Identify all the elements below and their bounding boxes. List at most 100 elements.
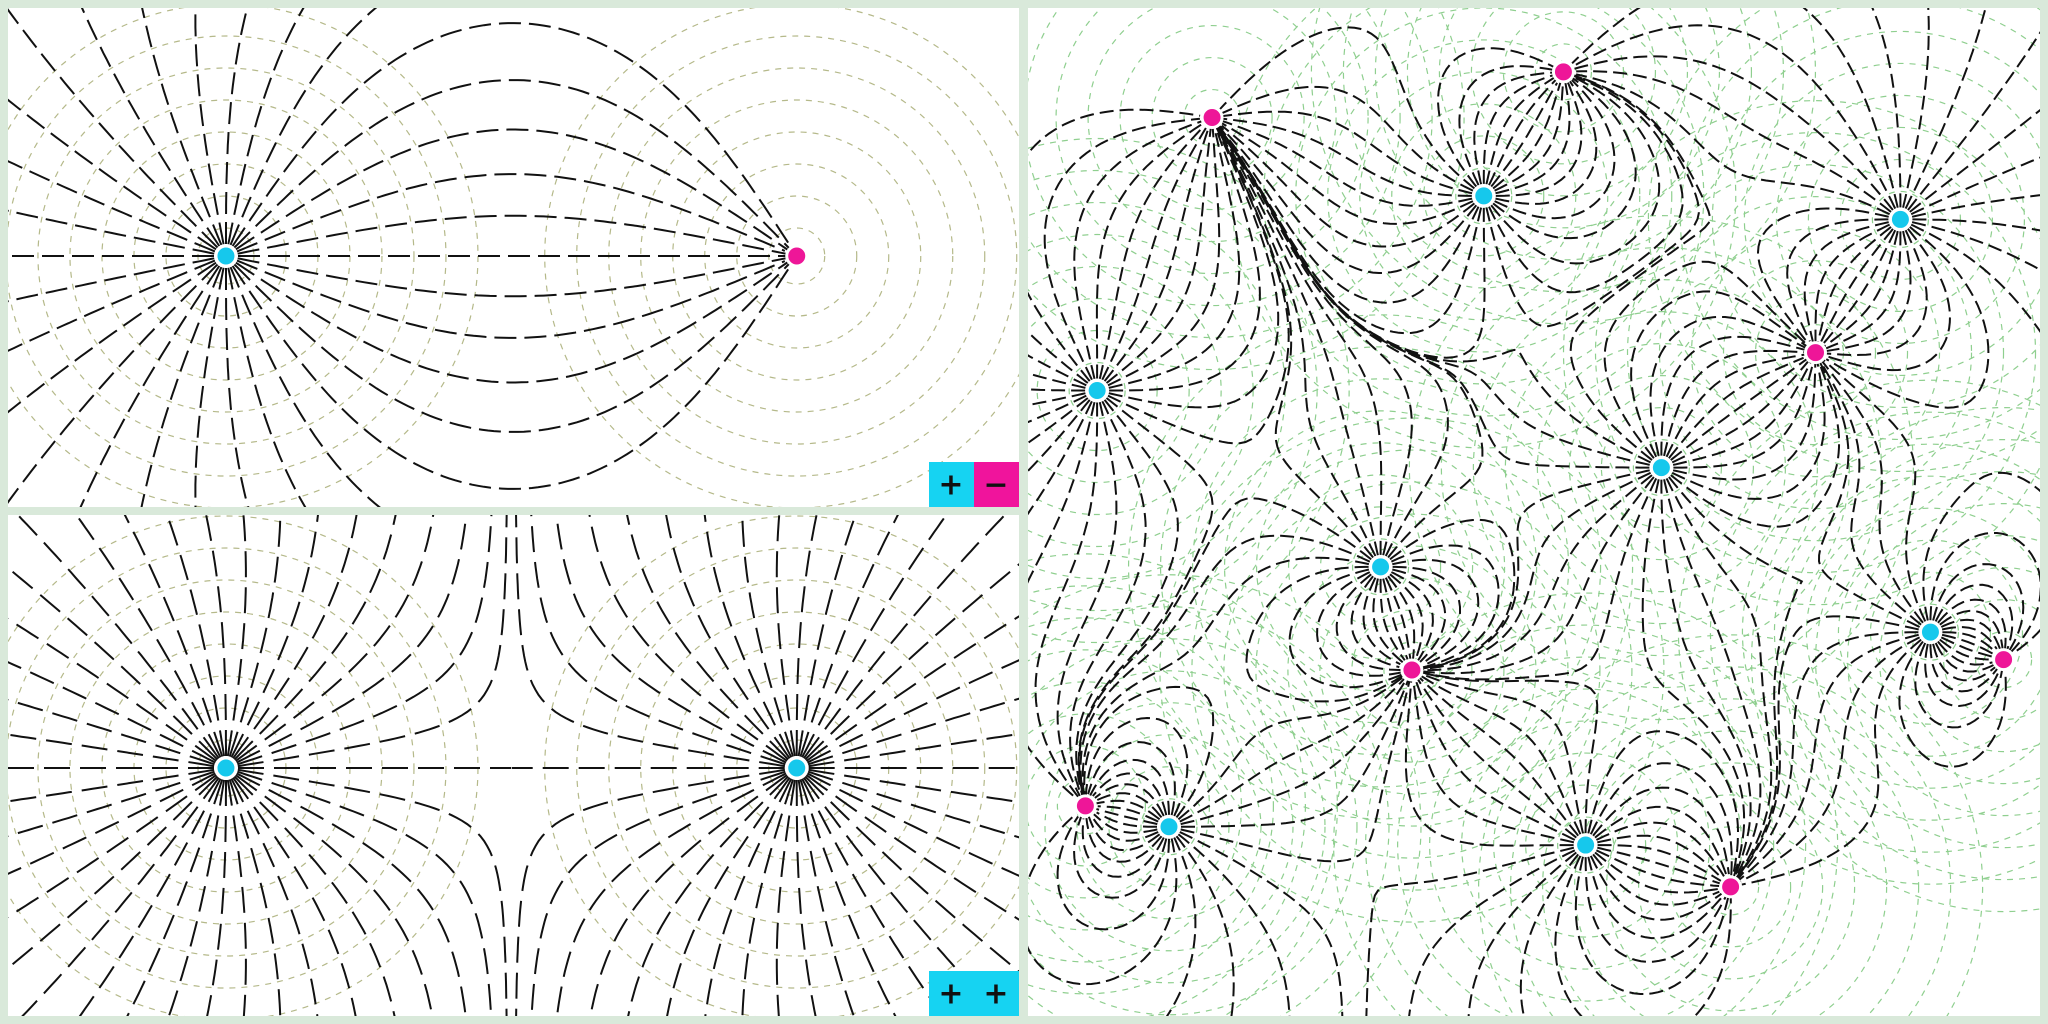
field-line: [1028, 397, 1089, 445]
field-line: [1217, 127, 1379, 556]
field-line: [1494, 79, 1616, 220]
field-line: [1587, 730, 1740, 879]
field-line: [1822, 230, 1912, 353]
field-line: [1814, 223, 1891, 343]
dipole-field: [8, 8, 1019, 507]
panel-dipole: [8, 8, 1019, 507]
field-line: [1179, 678, 1405, 823]
equipotential: [1151, 56, 1273, 179]
field-line: [1408, 849, 1576, 1016]
equipotential: [1773, 475, 2040, 789]
field-line: [233, 515, 397, 761]
field-line: [8, 257, 215, 303]
positive-charge: [1918, 620, 1942, 644]
field-line: [1575, 73, 1891, 216]
field-line: [1820, 359, 1924, 624]
field-line: [1670, 360, 1841, 528]
positive-charge: [214, 756, 238, 780]
negative-button[interactable]: [974, 462, 1019, 507]
field-line: [8, 259, 216, 352]
positive-button[interactable]: [929, 462, 974, 507]
field-line: [1096, 811, 1157, 828]
equipotential: [1255, 442, 1506, 692]
field-line: [588, 515, 788, 762]
negative-charge: [1804, 341, 1828, 365]
field-line: [228, 779, 282, 1016]
field-line: [1673, 359, 1815, 469]
equipotential: [1568, 374, 1754, 561]
field-line: [1105, 125, 1213, 384]
field-line: [227, 267, 307, 507]
equipotential: [1374, 8, 1752, 261]
positive-charge: [1157, 815, 1181, 839]
field-line: [237, 768, 508, 1016]
field-line: [1087, 740, 1176, 816]
field-line: [1665, 353, 1805, 458]
field-line: [1660, 335, 1808, 456]
equipotential: [1807, 126, 1994, 313]
field-line: [807, 770, 1019, 839]
field-line: [8, 770, 215, 838]
field-line: [1088, 758, 1170, 815]
field-line: [141, 8, 223, 246]
equipotential: [640, 99, 954, 413]
field-line: [237, 770, 493, 1016]
field-line: [1028, 392, 1086, 407]
equipotential: [1839, 158, 1962, 281]
field-line: [1671, 361, 1809, 464]
field-line: [8, 98, 217, 251]
field-line: [799, 779, 897, 1016]
field-line: [235, 259, 792, 384]
field-line: [233, 775, 396, 1016]
equipotential: [1600, 406, 1722, 529]
field-line: [1942, 631, 1996, 652]
equipotential: [1626, 164, 2005, 542]
field-line: [1929, 531, 2040, 653]
field-line: [1485, 74, 1558, 185]
field-line: [1372, 578, 1408, 667]
field-line: [808, 768, 1019, 803]
field-line: [1098, 125, 1205, 380]
field-line: [1592, 786, 1730, 875]
field-line: [1073, 816, 1168, 899]
equipotential: [1542, 698, 1920, 1016]
field-line: [1663, 479, 1762, 877]
field-line: [665, 515, 791, 759]
field-line: [1177, 673, 1407, 821]
field-line: [1421, 476, 1655, 675]
positive-pair-button[interactable]: [929, 971, 1019, 1016]
equipotential: [736, 195, 858, 317]
field-line: [1217, 124, 1480, 304]
field-line: [1467, 851, 1577, 1016]
equipotential: [1423, 135, 1545, 257]
field-line: [1085, 817, 1163, 863]
field-line: [1180, 678, 1408, 826]
field-line: [1940, 618, 2002, 650]
dipole-badge[interactable]: + −: [929, 462, 1019, 507]
panel-like-charges: [8, 515, 1019, 1016]
field-line: [1597, 844, 1725, 884]
field-line: [1109, 125, 1261, 392]
field-line: [205, 515, 227, 756]
field-line: [1437, 47, 1557, 188]
field-line: [1740, 638, 1922, 886]
like-badge[interactable]: + +: [929, 971, 1019, 1016]
field-line: [1739, 636, 1921, 883]
equipotential: [1901, 603, 1960, 661]
equipotential: [1847, 503, 2040, 817]
field-line: [1641, 479, 1746, 879]
equipotential: [1140, 798, 1198, 856]
equipotential: [37, 67, 415, 445]
field-line: [1595, 821, 1725, 877]
equipotential: [69, 611, 383, 925]
field-line: [666, 777, 791, 1016]
field-line: [230, 515, 319, 758]
field-line: [1735, 631, 1919, 882]
field-line: [1075, 399, 1179, 798]
field-line: [1073, 119, 1205, 380]
field-line: [1488, 76, 1559, 186]
field-line: [228, 515, 282, 757]
field-line: [1597, 834, 1725, 881]
equipotential: [69, 99, 383, 413]
